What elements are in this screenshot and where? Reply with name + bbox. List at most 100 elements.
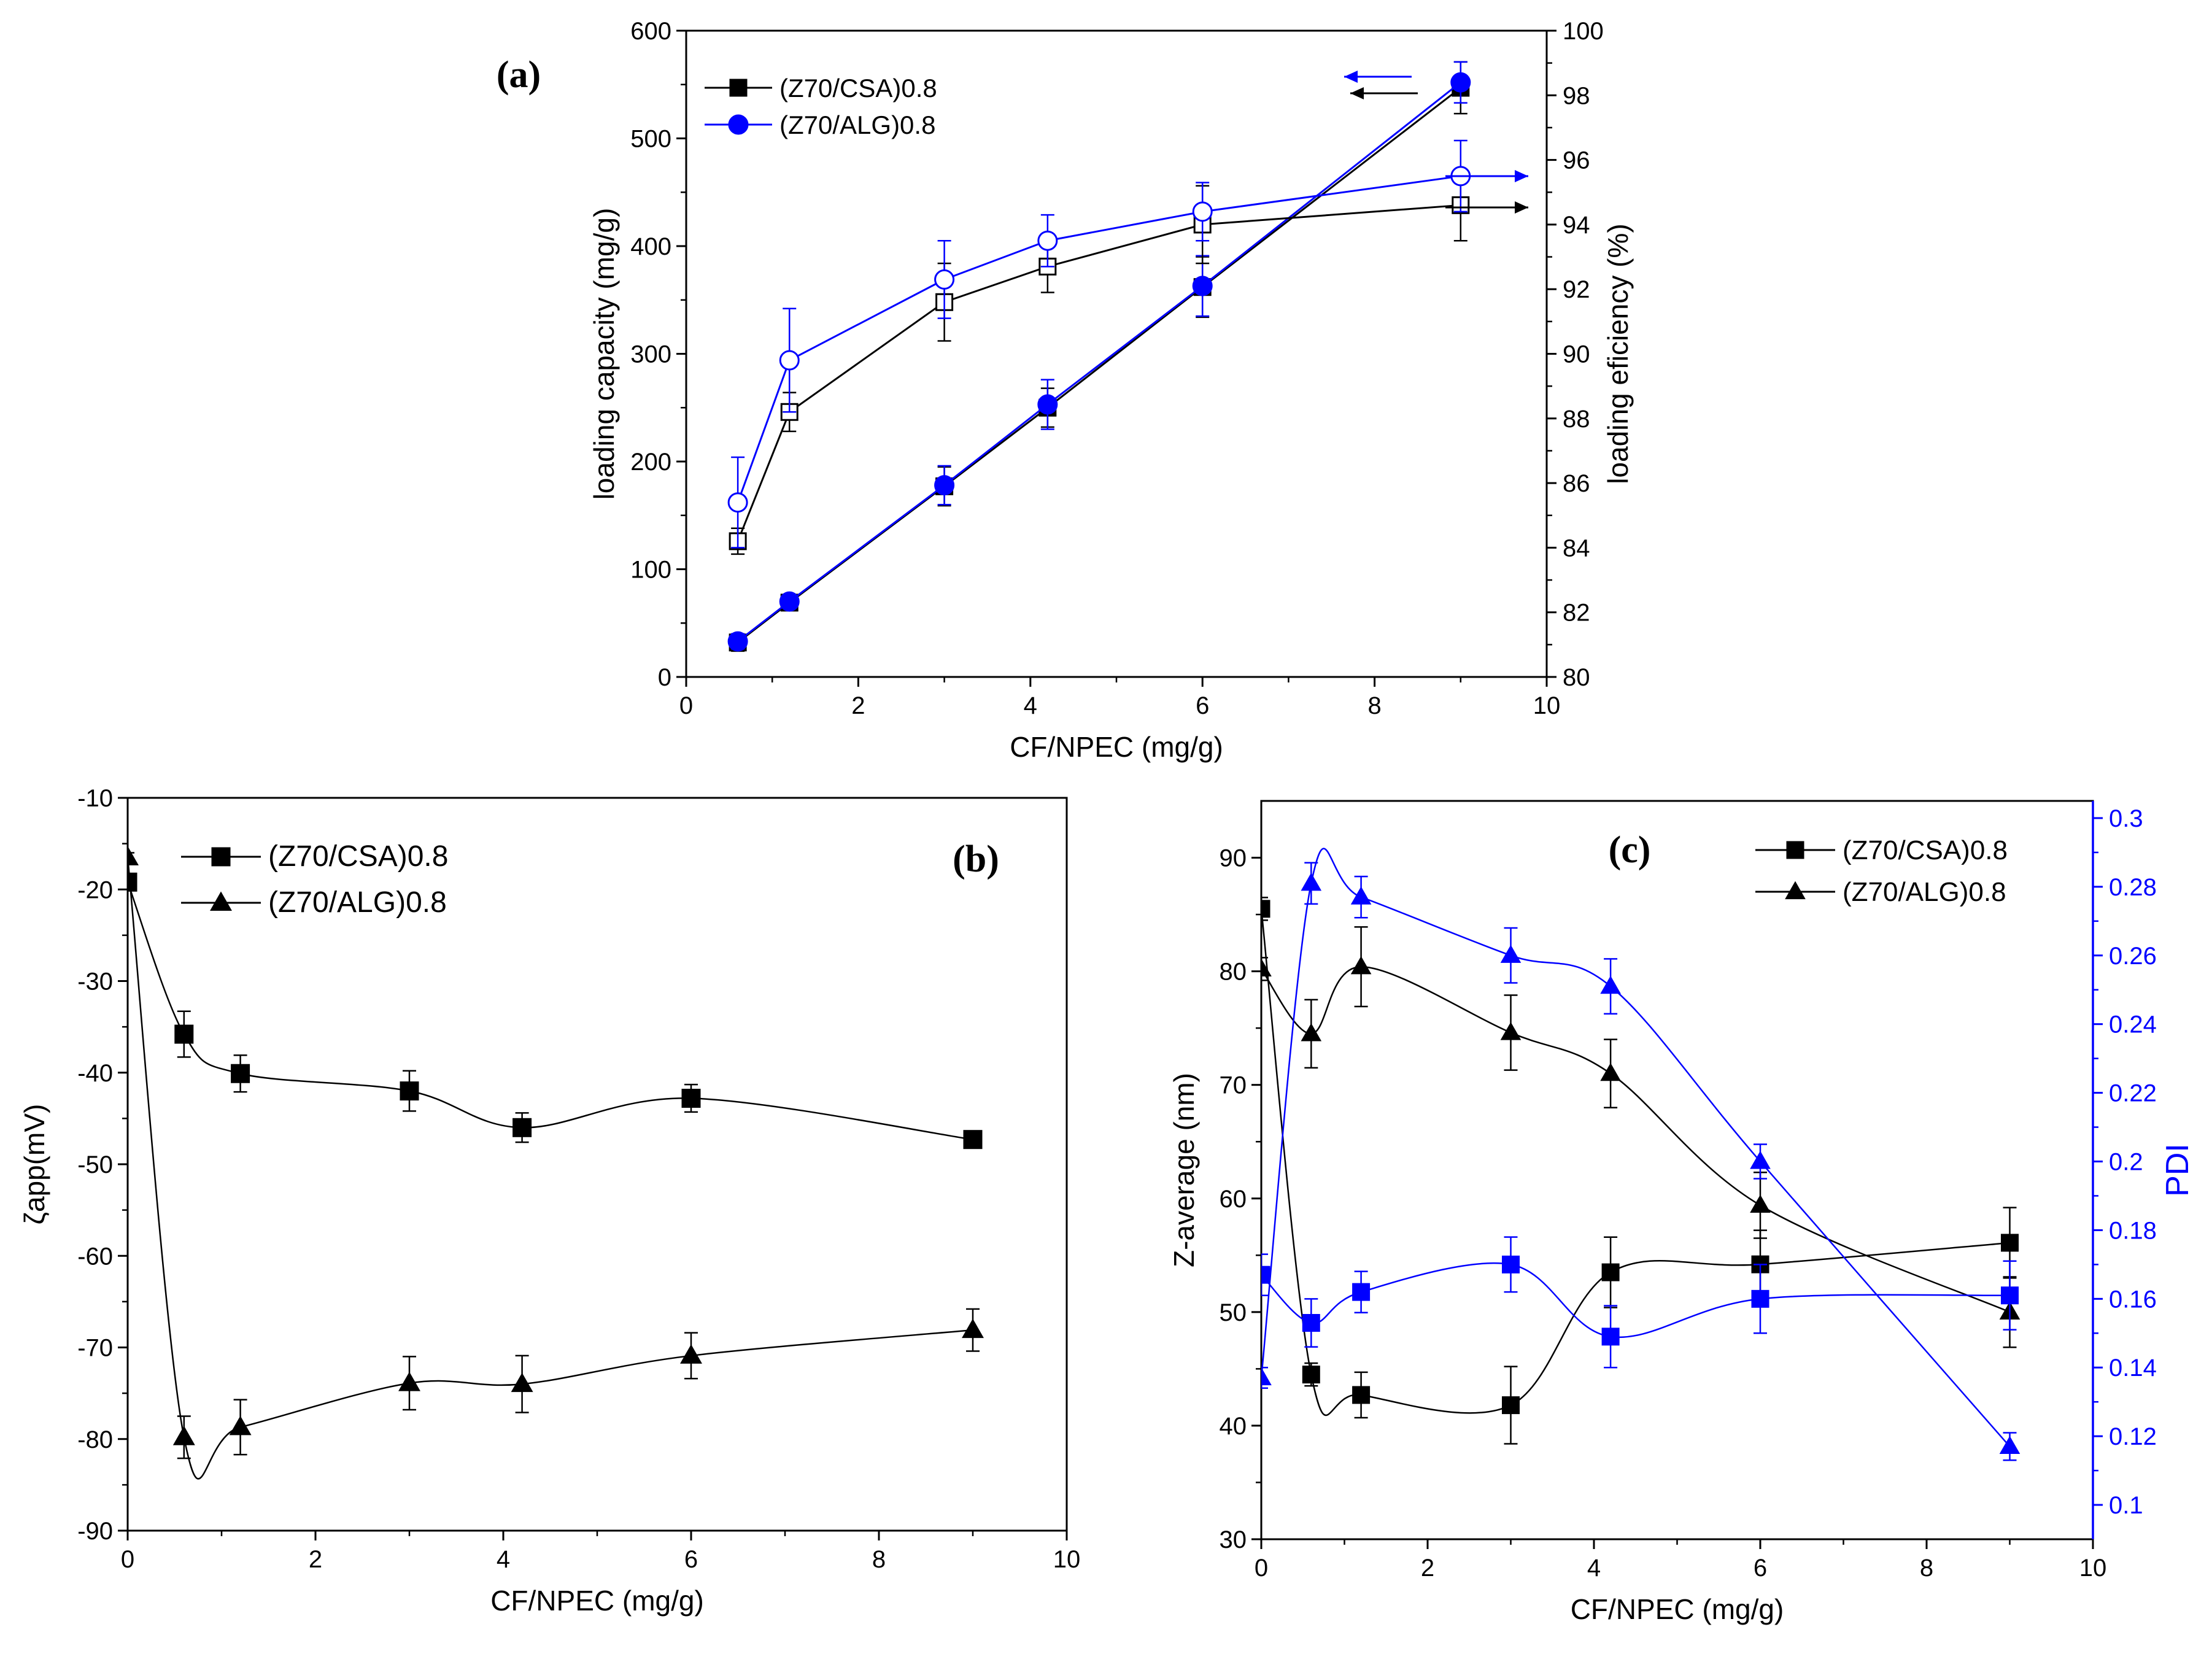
y2-tick-label: 0.1 xyxy=(2109,1492,2143,1519)
data-point xyxy=(1601,1263,1620,1281)
data-point xyxy=(1600,1062,1621,1081)
y2-tick-label: 96 xyxy=(1563,147,1590,174)
y-tick-label: 400 xyxy=(630,233,671,260)
x-axis-label: CF/NPEC (mg/g) xyxy=(1571,1593,1784,1625)
data-point xyxy=(779,350,800,371)
plot-area xyxy=(128,846,984,1480)
panel-label: (a) xyxy=(497,54,541,96)
y2-tick-label: 98 xyxy=(1563,82,1590,109)
y-tick-label: -10 xyxy=(77,785,113,812)
data-point xyxy=(779,591,800,612)
legend-label: (Z70/CSA)0.8 xyxy=(1843,835,2008,865)
y-axis-label: Z-average (nm) xyxy=(1168,1073,1200,1267)
x-tick-label: 10 xyxy=(2079,1555,2107,1582)
y2-tick-label: 0.2 xyxy=(2109,1149,2143,1176)
data-point xyxy=(398,1372,420,1391)
data-point xyxy=(1601,1327,1620,1346)
data-point xyxy=(2001,1286,2019,1305)
series-4 xyxy=(727,139,1471,549)
y-tick-label: -50 xyxy=(77,1151,113,1178)
y-tick-label: 80 xyxy=(1220,959,1247,986)
x-tick-label: 8 xyxy=(1367,692,1381,719)
series-line xyxy=(737,204,1461,542)
legend-label: (Z70/ALG)0.8 xyxy=(268,886,447,919)
x-tick-label: 2 xyxy=(309,1546,322,1573)
data-point xyxy=(934,269,955,290)
data-point xyxy=(680,1344,702,1364)
y-tick-label: 90 xyxy=(1220,845,1247,872)
legend-marker xyxy=(728,114,749,135)
data-point xyxy=(1500,945,1522,963)
y-axis-label: loading capacity (mg/g) xyxy=(588,208,620,500)
y-tick-label: 100 xyxy=(630,557,671,584)
x-axis-label: CF/NPEC (mg/g) xyxy=(490,1585,704,1617)
data-point xyxy=(1352,1386,1371,1404)
y-tick-label: -80 xyxy=(77,1426,113,1453)
x-tick-label: 8 xyxy=(872,1546,886,1573)
panel-c: 0 2 4 6 8 10 CF/NPEC (mg/g) 30 40 50 60 70 80 90 Z-ave… xyxy=(1168,800,2195,1625)
data-point xyxy=(1192,276,1213,296)
y2-tick-label: 86 xyxy=(1563,470,1590,497)
data-point xyxy=(1502,1255,1520,1273)
y-tick-label: -60 xyxy=(77,1243,113,1270)
x-tick-label: 6 xyxy=(1196,692,1209,719)
y-tick-label: 50 xyxy=(1220,1299,1247,1326)
arrow-alg-efficiency-head xyxy=(1515,170,1528,182)
data-point xyxy=(1750,1151,1771,1169)
legend-label: (Z70/ALG)0.8 xyxy=(1843,877,2006,907)
x-tick-label: 2 xyxy=(1421,1555,1434,1582)
y2-tick-label: 0.26 xyxy=(2109,943,2157,970)
legend: (Z70/CSA)0.8 (Z70/ALG)0.8 xyxy=(1755,835,2008,907)
y2-tick-label: 80 xyxy=(1563,664,1590,691)
y-tick-label: 500 xyxy=(630,126,671,153)
panel-label: (b) xyxy=(953,838,999,880)
y2-axis-label: loading eficiency (%) xyxy=(1602,223,1634,484)
y2-tick-label: 0.14 xyxy=(2109,1355,2157,1382)
legend: (Z70/CSA)0.8 (Z70/ALG)0.8 xyxy=(181,840,448,919)
y-tick-label: 40 xyxy=(1220,1413,1247,1440)
legend-marker xyxy=(729,79,748,97)
x-tick-label: 0 xyxy=(679,692,693,719)
y-tick-label: -70 xyxy=(77,1335,113,1362)
y2-tick-label: 0.12 xyxy=(2109,1423,2157,1450)
legend-label: (Z70/ALG)0.8 xyxy=(779,110,935,139)
series-line xyxy=(1261,965,2010,1313)
series-line xyxy=(1261,848,2011,1447)
y2-axis-label: PDI xyxy=(2160,1143,2195,1197)
data-point xyxy=(128,846,139,865)
arrow-alg-capacity-head xyxy=(1344,71,1358,83)
series-3 xyxy=(1261,1236,2019,1369)
data-point xyxy=(1350,886,1372,905)
data-point xyxy=(172,1426,195,1445)
series-2 xyxy=(128,846,984,1480)
arrow-csa-capacity-head xyxy=(1350,87,1364,99)
x-tick-label: 4 xyxy=(1024,692,1037,719)
data-point xyxy=(1261,1266,1270,1284)
plot-area xyxy=(1261,848,2021,1461)
y2-tick-label: 0.18 xyxy=(2109,1217,2157,1244)
series-2 xyxy=(727,61,1471,652)
y2-tick-label: 90 xyxy=(1563,341,1590,368)
series-line xyxy=(737,175,1461,503)
series-1 xyxy=(128,872,983,1150)
data-point xyxy=(1500,1022,1522,1040)
data-point xyxy=(1301,1023,1322,1041)
data-point xyxy=(1261,900,1270,918)
y-tick-label: -90 xyxy=(77,1518,113,1545)
x-tick-label: 0 xyxy=(1255,1555,1268,1582)
y-tick-label: 30 xyxy=(1220,1526,1247,1553)
legend-marker xyxy=(1785,881,1806,900)
data-point xyxy=(511,1372,533,1393)
x-axis-label: CF/NPEC (mg/g) xyxy=(1010,731,1223,763)
panel-b: 0 2 4 6 8 10 CF/NPEC (mg/g) -90 -80 -70 -60 -50 -40 -… xyxy=(18,785,1080,1617)
y-tick-label: 600 xyxy=(630,18,671,45)
y2-tick-label: 0.28 xyxy=(2109,874,2157,901)
y2-tick-label: 0.3 xyxy=(2109,805,2143,832)
y-tick-label: -30 xyxy=(77,968,113,995)
legend-marker xyxy=(1786,841,1804,859)
data-point xyxy=(1350,956,1372,975)
data-point xyxy=(1302,1366,1320,1384)
data-point xyxy=(400,1081,419,1101)
